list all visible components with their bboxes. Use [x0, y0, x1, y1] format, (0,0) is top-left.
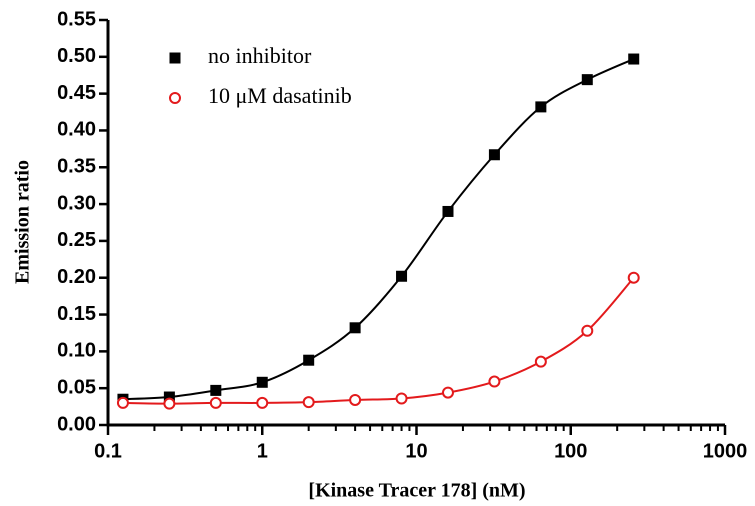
point [627, 271, 640, 284]
y-tick-label: 0.00 [57, 413, 96, 435]
y-tick-label: 0.25 [57, 229, 96, 251]
x-tick-label: 1000 [703, 440, 748, 462]
x-tick-label: 100 [554, 440, 587, 462]
point [209, 396, 222, 409]
y-tick-label: 0.50 [57, 45, 96, 67]
point [581, 74, 593, 86]
point [256, 376, 268, 388]
x-tick-label: 0.1 [94, 440, 122, 462]
y-tick-label: 0.40 [57, 119, 96, 141]
legend-marker [169, 52, 181, 64]
point [442, 205, 454, 217]
point [116, 396, 129, 409]
fit-line [122, 58, 635, 401]
point [534, 355, 547, 368]
point [163, 397, 176, 410]
legend-label: 10 μM dasatinib [208, 83, 352, 108]
fit-line [122, 277, 635, 405]
y-tick-label: 0.55 [57, 8, 96, 30]
point [488, 375, 501, 388]
y-tick-label: 0.30 [57, 192, 96, 214]
x-tick-label: 1 [257, 440, 268, 462]
y-axis-label: Emission ratio [12, 160, 34, 284]
point [395, 392, 408, 405]
x-axis-label: [Kinase Tracer 178] (nM) [308, 480, 525, 502]
point [396, 270, 408, 282]
point [163, 391, 175, 403]
y-tick-label: 0.45 [57, 82, 96, 104]
y-tick-label: 0.10 [57, 340, 96, 362]
legend-label: no inhibitor [208, 43, 312, 68]
point [535, 101, 547, 113]
point [581, 324, 594, 337]
point [210, 384, 222, 396]
y-tick-label: 0.05 [57, 376, 96, 398]
point [256, 396, 269, 409]
point [302, 396, 315, 409]
point [441, 386, 454, 399]
point [303, 354, 315, 366]
y-tick-label: 0.20 [57, 266, 96, 288]
x-tick-label: 10 [405, 440, 427, 462]
point [628, 53, 640, 65]
point [488, 149, 500, 161]
legend-marker [169, 92, 181, 104]
y-tick-label: 0.15 [57, 303, 96, 325]
point [349, 393, 362, 406]
point [349, 322, 361, 334]
y-tick-label: 0.35 [57, 156, 96, 178]
